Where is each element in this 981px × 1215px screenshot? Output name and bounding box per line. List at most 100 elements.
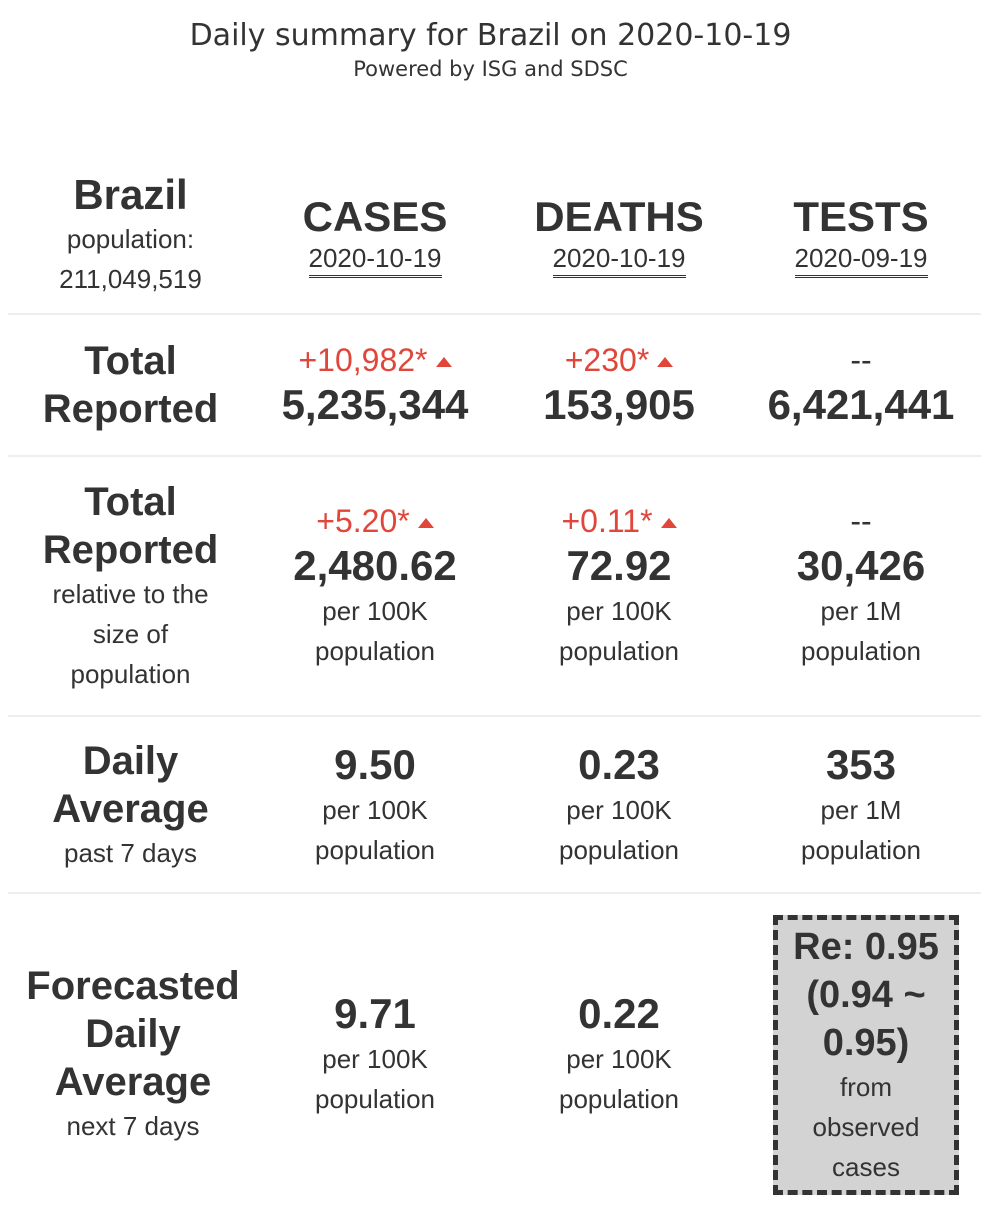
delta-text: +0.11* xyxy=(561,503,653,539)
delta-text: +5.20* xyxy=(316,503,410,539)
unit-text: population xyxy=(559,636,679,666)
row-label-sub: next 7 days xyxy=(66,1111,200,1141)
deaths-daily-value: 0.23 xyxy=(578,740,660,788)
re-sub-line: observed xyxy=(812,1112,920,1142)
deaths-rel-value: 72.92 xyxy=(566,542,672,589)
population-value: 211,049,519 xyxy=(59,264,202,294)
cases-total-cell: +10,982* 5,235,344 xyxy=(253,315,497,455)
re-range-line1: (0.94 ~ xyxy=(806,974,926,1016)
cases-forecast-value: 9.71 xyxy=(334,990,416,1037)
unit-text: per 100K xyxy=(566,1044,672,1074)
increase-arrow-icon xyxy=(417,518,434,528)
unit-text: per 100K xyxy=(566,596,672,626)
row-label-line: Daily xyxy=(82,738,179,783)
unit-text: population xyxy=(801,834,921,865)
unit-text: per 100K xyxy=(322,596,428,626)
divider xyxy=(8,892,981,894)
cases-delta: +10,982* xyxy=(298,340,452,380)
tests-header: TESTS 2020-09-19 xyxy=(741,160,981,310)
tests-rel-delta: -- xyxy=(850,503,872,539)
cases-relative-cell: +5.20* 2,480.62 per 100K population xyxy=(253,457,497,715)
unit-text: population xyxy=(559,1084,679,1114)
increase-arrow-icon xyxy=(657,357,674,367)
relative-label: Total Reported relative to the size of p… xyxy=(8,457,253,715)
column-header-row: Brazil population: 211,049,519 CASES 202… xyxy=(8,160,981,310)
unit-text: per 1M xyxy=(820,596,902,626)
unit-text: population xyxy=(801,636,921,666)
row-label-line: Forecasted xyxy=(26,964,240,1008)
total-reported-label: Total Reported xyxy=(8,315,253,455)
row-label-line: Total xyxy=(84,480,177,524)
cases-daily-cell: 9.50 per 100K population xyxy=(253,717,497,892)
row-label-line: Average xyxy=(52,786,209,831)
tests-delta: -- xyxy=(850,342,872,378)
re-box: Re: 0.95 (0.94 ~ 0.95) from observed cas… xyxy=(773,915,959,1195)
cases-rel-delta: +5.20* xyxy=(316,501,434,541)
re-value: Re: 0.95 xyxy=(793,926,939,968)
cases-date: 2020-10-19 xyxy=(308,241,442,278)
re-range-line2: 0.95) xyxy=(822,1022,910,1064)
forecast-label: Forecasted Daily Average next 7 days xyxy=(0,894,273,1214)
forecast-row: Forecasted Daily Average next 7 days 9.7… xyxy=(8,894,981,1214)
country-cell: Brazil population: 211,049,519 xyxy=(8,160,253,310)
deaths-total-value: 153,905 xyxy=(543,381,695,428)
relative-row: Total Reported relative to the size of p… xyxy=(8,457,981,715)
deaths-relative-cell: +0.11* 72.92 per 100K population xyxy=(497,457,741,715)
deaths-forecast-cell: 0.22 per 100K population xyxy=(497,894,741,1214)
deaths-forecast-value: 0.22 xyxy=(578,990,660,1037)
deaths-title: DEATHS xyxy=(534,192,704,240)
cases-header: CASES 2020-10-19 xyxy=(253,160,497,310)
re-sub-line: cases xyxy=(832,1152,900,1182)
cases-forecast-cell: 9.71 per 100K population xyxy=(253,894,497,1214)
row-label-line: Reported xyxy=(42,528,219,572)
row-label-line: Reported xyxy=(42,387,219,431)
unit-text: population xyxy=(559,834,679,865)
tests-relative-cell: -- 30,426 per 1M population xyxy=(741,457,981,715)
deaths-daily-cell: 0.23 per 100K population xyxy=(497,717,741,892)
unit-text: population xyxy=(315,1084,435,1114)
unit-text: per 100K xyxy=(322,1044,428,1074)
divider xyxy=(8,313,981,315)
cases-title: CASES xyxy=(302,192,448,240)
row-label-line: Average xyxy=(54,1060,212,1104)
divider xyxy=(8,455,981,457)
unit-text: per 1M xyxy=(820,794,902,825)
cases-rel-value: 2,480.62 xyxy=(293,542,457,589)
population-label: population: xyxy=(66,224,195,254)
daily-average-label: Daily Average past 7 days xyxy=(8,717,253,892)
deaths-date: 2020-10-19 xyxy=(552,241,686,278)
tests-rel-value: 30,426 xyxy=(796,542,926,589)
deaths-total-cell: +230* 153,905 xyxy=(497,315,741,455)
unit-text: population xyxy=(315,636,435,666)
total-reported-row: Total Reported +10,982* 5,235,344 +230* … xyxy=(8,315,981,455)
increase-arrow-icon xyxy=(435,357,452,367)
unit-text: per 100K xyxy=(322,794,428,825)
daily-average-row: Daily Average past 7 days 9.50 per 100K … xyxy=(8,717,981,892)
page-title: Daily summary for Brazil on 2020-10-19 xyxy=(189,18,792,53)
row-label-line: Total xyxy=(84,339,177,383)
tests-total-value: 6,421,441 xyxy=(767,381,955,428)
divider xyxy=(8,715,981,717)
delta-text: +230* xyxy=(564,342,650,378)
row-label-sub: past 7 days xyxy=(64,837,197,868)
cases-total-value: 5,235,344 xyxy=(281,381,469,428)
unit-text: population xyxy=(315,834,435,865)
increase-arrow-icon xyxy=(660,518,677,528)
tests-total-cell: -- 6,421,441 xyxy=(741,315,981,455)
unit-text: per 100K xyxy=(566,794,672,825)
page-subtitle: Powered by ISG and SDSC xyxy=(353,57,628,81)
row-label-line: Daily xyxy=(85,1012,181,1056)
tests-title: TESTS xyxy=(793,192,929,240)
delta-text: +10,982* xyxy=(298,342,428,378)
row-label-sub: relative to the size of population xyxy=(52,579,209,689)
cases-daily-value: 9.50 xyxy=(334,740,416,788)
tests-daily-cell: 353 per 1M population xyxy=(741,717,981,892)
deaths-rel-delta: +0.11* xyxy=(561,501,677,541)
tests-date: 2020-09-19 xyxy=(794,241,928,278)
deaths-header: DEATHS 2020-10-19 xyxy=(497,160,741,310)
deaths-delta: +230* xyxy=(565,340,674,380)
re-sub-line: from xyxy=(840,1072,892,1102)
tests-daily-value: 353 xyxy=(825,740,897,788)
page-header: Daily summary for Brazil on 2020-10-19 P… xyxy=(0,16,981,82)
country-name: Brazil xyxy=(73,171,188,218)
